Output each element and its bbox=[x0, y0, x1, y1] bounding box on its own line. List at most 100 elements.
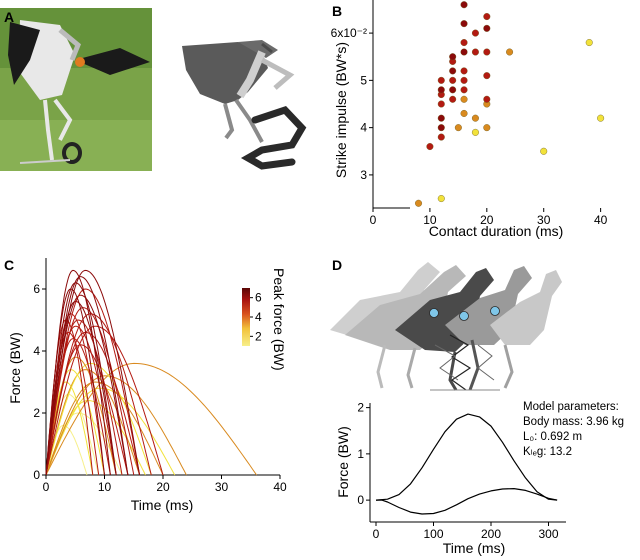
scatter-point bbox=[483, 72, 491, 80]
c-colorbar-title: Peak force (BW) bbox=[271, 268, 287, 371]
scatter-point bbox=[437, 100, 445, 108]
scatter-point bbox=[437, 76, 445, 84]
d-x-ticks: 0 100 200 300 bbox=[373, 522, 559, 541]
joint-marker bbox=[429, 308, 439, 318]
colorbar-tick-label: 4 bbox=[255, 310, 262, 324]
c-y-ticks: 0 2 4 6 bbox=[33, 282, 46, 482]
scatter-point bbox=[460, 20, 468, 28]
scatter-point bbox=[483, 95, 491, 103]
joint-marker bbox=[490, 306, 500, 316]
scatter-point bbox=[415, 199, 423, 207]
c-x-tick-label: 10 bbox=[98, 480, 112, 494]
b-y-tick-label: 3 bbox=[360, 168, 367, 182]
b-x-axis-title: Contact duration (ms) bbox=[429, 223, 564, 239]
scatter-point bbox=[449, 53, 457, 61]
model-params-body-mass: Body mass: 3.96 kg bbox=[523, 416, 624, 428]
c-colorbar-ticks: 2 4 6 bbox=[250, 291, 262, 343]
panel-letter-d: D bbox=[332, 257, 342, 273]
b-y-axis-title: Strike impulse (BW*s) bbox=[333, 42, 349, 178]
panel-c: C 0 10 20 30 40 0 2 4 6 Time (ms) Force (BW) 2 4… bbox=[4, 257, 287, 513]
scatter-point bbox=[437, 86, 445, 94]
scatter-point bbox=[483, 48, 491, 56]
d-x-tick-label: 300 bbox=[538, 527, 558, 541]
b-y-tick-label: 6x10⁻² bbox=[331, 26, 367, 40]
d-force-curves bbox=[375, 413, 558, 515]
scatter-point bbox=[460, 95, 468, 103]
c-y-axis-title: Force (BW) bbox=[7, 332, 23, 404]
colorbar-tick-label: 2 bbox=[255, 329, 262, 343]
scatter-point bbox=[471, 114, 479, 122]
scatter-point bbox=[449, 95, 457, 103]
joint-marker bbox=[459, 311, 469, 321]
scatter-point bbox=[437, 114, 445, 122]
scatter-point bbox=[471, 29, 479, 37]
force-curve bbox=[45, 313, 152, 476]
d-x-tick-label: 100 bbox=[423, 527, 443, 541]
c-x-tick-label: 0 bbox=[43, 480, 50, 494]
scatter-point bbox=[426, 143, 434, 151]
panel-b: B 0 10 20 30 40 3 4 5 6x10⁻² Contact duration (… bbox=[331, 0, 608, 239]
scatter-point bbox=[449, 86, 457, 94]
panel-letter-b: B bbox=[332, 3, 342, 19]
panel-letter-c: C bbox=[4, 257, 14, 273]
d-y-tick-label: 2 bbox=[357, 401, 364, 415]
scatter-point bbox=[483, 13, 491, 21]
force-curve bbox=[45, 325, 164, 476]
scatter-point bbox=[437, 124, 445, 132]
scatter-point bbox=[460, 1, 468, 9]
b-x-tick-label: 20 bbox=[480, 213, 494, 227]
scatter-point bbox=[597, 114, 605, 122]
b-x-tick-label: 10 bbox=[423, 213, 437, 227]
d-y-tick-label: 0 bbox=[357, 493, 364, 507]
force-curve bbox=[45, 276, 129, 476]
c-force-curves bbox=[45, 269, 258, 476]
panel-letter-a: A bbox=[4, 9, 14, 25]
scatter-point bbox=[437, 195, 445, 203]
d-y-ticks: 0 1 2 bbox=[357, 401, 370, 507]
model-force-curve-vertical bbox=[375, 413, 558, 501]
panel-a: A bbox=[0, 8, 307, 171]
b-y-tick-label: 4 bbox=[360, 121, 367, 135]
model-params-title: Model parameters: bbox=[523, 401, 619, 413]
scatter-point bbox=[483, 124, 491, 132]
b-x-tick-label: 0 bbox=[370, 213, 377, 227]
force-curve bbox=[45, 375, 187, 476]
force-curve bbox=[45, 369, 141, 476]
scatter-point bbox=[471, 128, 479, 136]
secretary-bird-photo bbox=[8, 20, 150, 164]
model-params-kleg: Kₗₑg: 13.2 bbox=[523, 446, 572, 458]
scatter-point bbox=[454, 124, 462, 132]
scatter-point bbox=[449, 76, 457, 84]
panel-d: D 0 100 200 300 0 1 2 Time (ms) Force (BW) bbox=[330, 257, 624, 556]
force-curve bbox=[45, 269, 111, 476]
colorbar-tick-label: 6 bbox=[255, 291, 262, 305]
force-curve bbox=[45, 387, 176, 476]
c-y-tick-label: 6 bbox=[33, 282, 40, 296]
scatter-point bbox=[506, 48, 514, 56]
b-x-tick-label: 30 bbox=[537, 213, 551, 227]
scatter-point bbox=[460, 67, 468, 75]
c-x-tick-label: 30 bbox=[215, 480, 229, 494]
scatter-point bbox=[460, 48, 468, 56]
c-colorbar bbox=[242, 288, 250, 346]
c-y-tick-label: 4 bbox=[33, 344, 40, 358]
c-y-tick-label: 2 bbox=[33, 406, 40, 420]
bird-silhouette bbox=[182, 40, 307, 170]
b-scatter-points bbox=[415, 1, 605, 207]
d-y-axis-title: Force (BW) bbox=[335, 426, 351, 498]
d-x-tick-label: 200 bbox=[481, 527, 501, 541]
c-x-axis-title: Time (ms) bbox=[131, 497, 193, 513]
b-x-ticks: 0 10 20 30 40 bbox=[370, 208, 608, 227]
scatter-point bbox=[460, 76, 468, 84]
scatter-point bbox=[460, 86, 468, 94]
bird-model-silhouettes bbox=[330, 262, 562, 391]
model-params-l0: L₀: 0.692 m bbox=[523, 431, 582, 443]
d-x-axis-title: Time (ms) bbox=[443, 540, 505, 556]
scatter-point bbox=[449, 67, 457, 75]
c-x-tick-label: 40 bbox=[273, 480, 287, 494]
c-x-ticks: 0 10 20 30 40 bbox=[43, 475, 287, 494]
c-x-tick-label: 20 bbox=[156, 480, 170, 494]
scatter-point bbox=[585, 39, 593, 47]
force-curve bbox=[45, 362, 258, 476]
